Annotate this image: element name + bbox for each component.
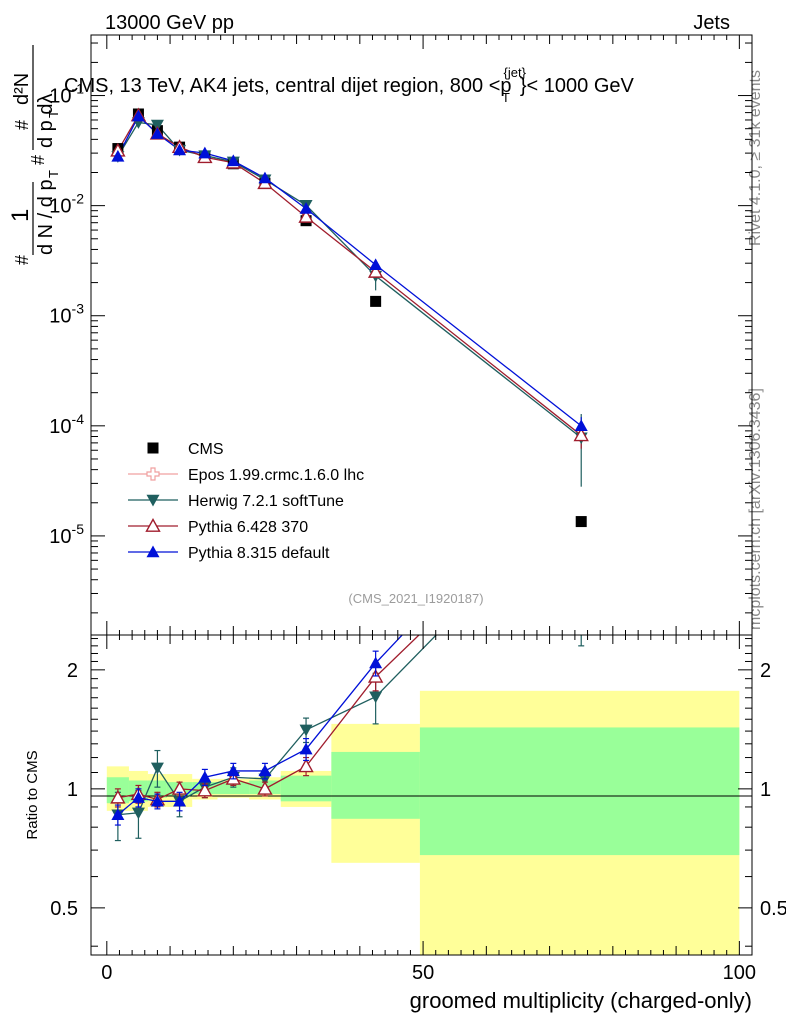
legend-marker <box>146 545 160 558</box>
legend-label: CMS <box>188 441 224 458</box>
lower-y-tick-label-right: 1 <box>760 779 771 801</box>
green-band <box>217 782 250 795</box>
series-point <box>299 202 313 214</box>
green-band <box>419 727 740 856</box>
ratio-point <box>298 758 314 773</box>
green-band <box>331 751 420 819</box>
lower-panel: 0.5 0.5 1 1 2 2 Ratio to CMS <box>24 634 786 956</box>
ratio-line <box>117 635 438 816</box>
series-line <box>117 114 582 436</box>
upper-y-label: # 1 d N / d p T # d²N # d p dλ T <box>7 45 61 265</box>
lower-y-tick-label-right: 0.5 <box>760 898 786 920</box>
legend-marker <box>147 442 159 454</box>
lower-y-tick-label: 1 <box>67 779 78 801</box>
ratio-point <box>150 794 164 807</box>
y-label-one: 1 <box>7 209 34 222</box>
series-line <box>117 121 582 439</box>
ratio-point <box>257 780 273 795</box>
y-label-hash-3: # <box>12 120 32 130</box>
ratio-point <box>369 656 383 669</box>
energy-label: 13000 GeV pp <box>105 12 234 34</box>
series-point <box>150 127 164 139</box>
ratio-point <box>173 794 187 807</box>
ratio-point <box>258 764 272 777</box>
series-point <box>369 258 383 271</box>
x-tick-label: 100 <box>723 962 756 984</box>
ratio-point <box>197 782 213 797</box>
y-label-T1: T <box>46 170 61 178</box>
lower-y-tick-label: 0.5 <box>50 898 78 920</box>
ratio-point <box>226 764 240 777</box>
category-label: Jets <box>693 12 730 34</box>
ratio-line <box>117 635 420 801</box>
lower-y-ticks: 0.5 0.5 1 1 2 2 <box>50 638 786 947</box>
ratio-point <box>110 789 126 804</box>
legend-marker <box>146 467 160 481</box>
upper-y-tick-label: 10-1 <box>49 81 84 108</box>
upper-y-ticks: 10-5 10-4 10-3 10-2 10-1 <box>49 42 752 614</box>
upper-series-clipped <box>110 107 589 528</box>
y-label-T2: T <box>46 110 61 118</box>
series-point <box>298 208 314 223</box>
lower-y-tick-label-right: 2 <box>760 660 771 682</box>
ratio-line <box>117 635 404 816</box>
series-point <box>131 109 145 122</box>
lower-y-tick-label: 2 <box>67 660 78 682</box>
y-label-dndpt: d N / d p <box>35 179 57 255</box>
analysis-id: (CMS_2021_I1920187) <box>348 591 483 606</box>
ratio-point <box>150 762 164 775</box>
x-tick-label: 0 <box>101 962 112 984</box>
series-point <box>173 143 187 156</box>
lower-y-label: Ratio to CMS <box>24 750 41 839</box>
upper-y-tick-label: 10-3 <box>49 301 84 328</box>
series-point <box>226 154 240 167</box>
uncertainty-bands <box>106 690 740 955</box>
series-point <box>198 146 212 159</box>
ratio-point <box>198 770 212 783</box>
ratio-point <box>131 791 145 803</box>
legend-label: Pythia 8.315 default <box>188 545 330 562</box>
ratio-point <box>111 808 125 820</box>
legend-marker <box>146 494 160 507</box>
plot-title: CMS, 13 TeV, AK4 jets, central dijet reg… <box>64 65 635 105</box>
legend-label: Pythia 6.428 370 <box>188 519 308 536</box>
legend-marker <box>145 518 161 532</box>
green-band <box>147 780 167 798</box>
cms-data-point <box>575 516 587 528</box>
ratio-point <box>369 691 383 704</box>
y-label-dptdl: d p dλ <box>35 94 57 148</box>
cms-data-point <box>370 295 382 307</box>
series-point <box>258 171 272 184</box>
rivet-label: Rivet 4.1.0, ≥ 31k events <box>747 70 764 246</box>
series-line <box>117 115 582 427</box>
legend-label: Herwig 7.2.1 softTune <box>188 493 344 510</box>
series-point <box>150 119 164 132</box>
upper-panel: 10-5 10-4 10-3 10-2 10-1 CMS, 13 TeV, AK4 je… <box>7 34 753 636</box>
series-point <box>111 149 125 162</box>
lower-frame <box>90 634 753 956</box>
lower-series-clipped <box>110 635 585 842</box>
y-label-d2n: d²N <box>11 73 33 105</box>
series-point <box>367 263 384 278</box>
ratio-point <box>299 742 313 755</box>
legend-label: Epos 1.99.crmc.1.6.0 lhc <box>188 467 364 484</box>
green-band <box>280 775 332 802</box>
upper-y-tick-label: 10-5 <box>49 521 84 548</box>
x-axis: 0 50 100 <box>101 35 756 984</box>
series-point <box>574 419 588 432</box>
series-point <box>573 427 589 442</box>
upper-series <box>110 107 589 528</box>
y-label-hash-1: # <box>12 255 32 265</box>
lower-series <box>110 635 585 842</box>
x-axis-label: groomed multiplicity (charged-only) <box>410 988 752 1013</box>
legend: CMS Epos 1.99.crmc.1.6.0 lhc Herwig 7.2.1 … <box>128 441 364 562</box>
ratio-point <box>131 807 145 820</box>
ratio-point <box>258 773 272 786</box>
upper-y-tick-label: 10-2 <box>49 191 84 218</box>
ratio-point <box>299 724 313 737</box>
y-label-hash-2: # <box>28 155 48 165</box>
upper-y-tick-label: 10-4 <box>49 411 84 438</box>
x-tick-label: 50 <box>412 962 434 984</box>
